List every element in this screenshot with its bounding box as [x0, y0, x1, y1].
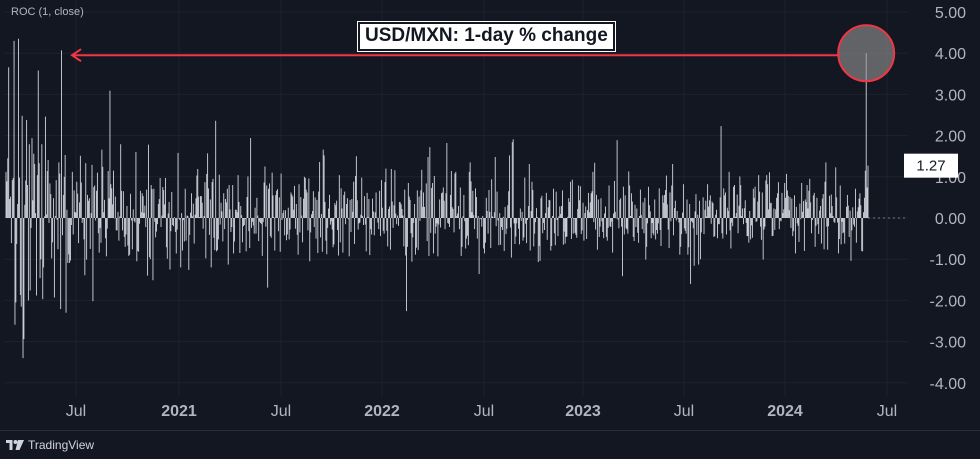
x-tick-label: 2022 [364, 403, 400, 420]
footer-bar: TradingView [0, 430, 980, 459]
x-tick-label: 2021 [161, 403, 197, 420]
last-value-label: 1.27 [916, 158, 945, 175]
y-tick-label: -2.00 [930, 293, 967, 310]
y-tick-label: -4.00 [930, 376, 967, 393]
x-tick-label: Jul [474, 403, 494, 420]
brand-name: TradingView [28, 438, 95, 452]
annotation-arrow-head [70, 48, 82, 63]
y-axis[interactable]: 5.004.003.002.001.000.00-1.00-2.00-3.00-… [930, 5, 967, 393]
y-tick-label: 5.00 [935, 5, 966, 22]
peak-highlight-circle [837, 24, 896, 83]
x-tick-label: Jul [66, 403, 86, 420]
y-tick-label: 2.00 [935, 129, 966, 146]
x-tick-label: Jul [877, 403, 897, 420]
roc-bars [5, 38, 869, 359]
tradingview-logo-icon [6, 440, 24, 450]
last-value-box [904, 153, 958, 178]
tradingview-brand[interactable]: TradingView [6, 438, 94, 452]
y-tick-label: 3.00 [935, 87, 966, 104]
indicator-label[interactable]: ROC (1, close) [11, 6, 84, 18]
roc-chart[interactable]: 5.004.003.002.001.000.00-1.00-2.00-3.00-… [0, 0, 980, 430]
x-axis[interactable]: Jul 2021 Jul 2022 Jul 2023 Jul 2024 Jul [66, 403, 897, 420]
y-tick-label: -1.00 [930, 252, 967, 269]
x-tick-label: 2024 [767, 403, 803, 420]
y-tick-label: -3.00 [930, 335, 967, 352]
y-tick-label: 0.00 [935, 211, 966, 228]
x-tick-label: 2023 [565, 403, 601, 420]
y-tick-label: 4.00 [935, 46, 966, 63]
chart-title: USD/MXN: 1-day % change [357, 21, 616, 52]
x-tick-label: Jul [271, 403, 291, 420]
x-tick-label: Jul [674, 403, 694, 420]
annotation [70, 24, 896, 83]
last-value-tag: 1.27 [904, 153, 958, 178]
